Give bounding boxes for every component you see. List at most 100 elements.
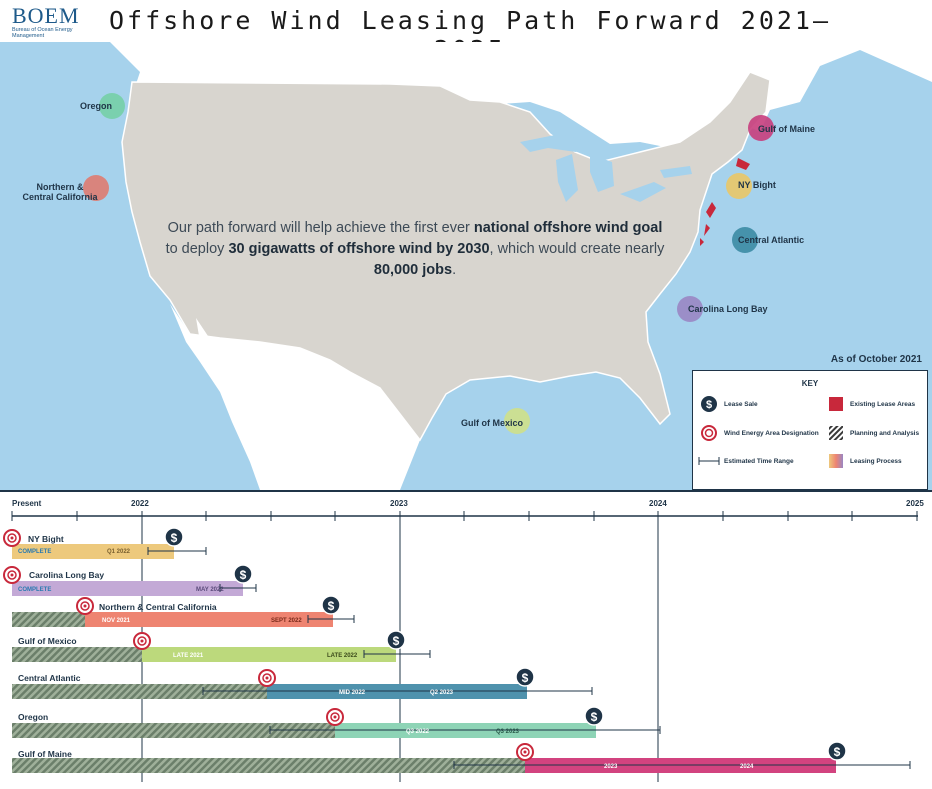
lease-sale-symbol: $: [393, 634, 400, 648]
region-label-gulf-of-maine: Gulf of Maine: [758, 124, 815, 134]
tl-row-name-gulf-mexico: Gulf of Mexico: [18, 636, 77, 646]
central-atlantic-label-1: MID 2022: [339, 690, 366, 696]
tl-row-name-oregon: Oregon: [18, 712, 49, 722]
map-key: KEY $ Lease Sale Existing Lease Areas Wi…: [692, 370, 928, 490]
oregon-label-1: Q3 2022: [406, 729, 430, 735]
california-label-1: NOV 2021: [102, 618, 131, 624]
mexico-land: [170, 304, 420, 490]
leasing-bar: [142, 647, 396, 662]
goal-text-3: to deploy: [165, 241, 229, 257]
goal-statement: Our path forward will help achieve the f…: [150, 218, 680, 281]
boem-logo: BOEM Bureau of Ocean Energy Management: [12, 3, 92, 40]
leasing-process-icon: [829, 454, 843, 468]
leasing-bar: [12, 544, 174, 559]
region-label-ny-bight: NY Bight: [738, 180, 776, 190]
tl-year-present: Present: [12, 499, 42, 508]
wea-designation-dot: [10, 573, 14, 577]
key-planning: Planning and Analysis: [850, 430, 920, 437]
wea-designation-icon: [701, 425, 717, 441]
region-label-central-atlantic: Central Atlantic: [738, 235, 805, 245]
wea-designation-inner: [330, 712, 340, 722]
goal-text-2: national offshore wind goal: [473, 220, 663, 236]
tl-row-name-central-atlantic: Central Atlantic: [18, 673, 81, 683]
goal-text-1: Our path forward will help achieve the f…: [167, 220, 474, 236]
baja-peninsula: [196, 318, 242, 424]
key-leasing-process: Leasing Process: [850, 458, 902, 465]
wea-designation-dot: [523, 750, 527, 754]
gulf-mexico-label-1: LATE 2021: [173, 653, 204, 659]
wea-designation-inner: [520, 747, 530, 757]
logo-mark: BOEM: [12, 3, 80, 28]
carolina-label-2: MAY 2022: [196, 587, 224, 593]
goal-text-7: .: [452, 262, 457, 278]
tl-year-2025: 2025: [906, 499, 924, 508]
wea-designation-inner: [137, 636, 147, 646]
wea-designation-inner: [7, 533, 17, 543]
key-lease-sale: Lease Sale: [724, 401, 758, 408]
lease-sale-icon: [386, 630, 406, 650]
tl-row-name-ny-bight: NY Bight: [28, 534, 64, 544]
region-label-gulf-of-mexico: Gulf of Mexico: [461, 418, 524, 428]
key-symbols: $: [698, 396, 843, 468]
lease-areas: [700, 158, 750, 246]
lease-sale-symbol: $: [328, 599, 335, 613]
goal-text-4: 30 gigawatts of offshore wind by 2030: [228, 241, 490, 257]
key-wea: Wind Energy Area Designation: [724, 430, 819, 437]
key-title: KEY: [801, 379, 819, 388]
existing-lease-icon: [829, 397, 843, 411]
planning-bar: [12, 647, 142, 662]
wea-designation-inner: [80, 601, 90, 611]
as-of-date: As of October 2021: [830, 354, 922, 365]
wea-designation-dot: [140, 639, 144, 643]
gulf-maine-label-2: 2024: [740, 764, 754, 770]
lease-sale-symbol: $: [834, 745, 841, 759]
timeline-graphic: $ $ $ $ $ $ $: [3, 511, 918, 782]
goal-text-6: 80,000 jobs: [373, 262, 453, 278]
tl-year-2024: 2024: [649, 499, 667, 508]
lease-sale-icon: [701, 396, 717, 412]
wea-designation-dot: [83, 604, 87, 608]
gulf-mexico-label-2: LATE 2022: [327, 653, 358, 659]
wea-designation-dot: [10, 536, 14, 540]
us-map: Oregon Northern & Central California Gul…: [0, 42, 932, 490]
lease-sale-icon: [321, 595, 341, 615]
tl-row-name-gulf-maine: Gulf of Maine: [18, 749, 72, 759]
lease-sale-symbol: $: [240, 568, 247, 582]
wea-designation-dot: [333, 715, 337, 719]
tl-year-2023: 2023: [390, 499, 408, 508]
ny-bight-label-1: COMPLETE: [18, 549, 52, 555]
lease-sale-icon: [584, 706, 604, 726]
lease-sale-icon: [827, 741, 847, 761]
planning-icon: [829, 426, 843, 440]
timeline: $ $ $ $ $ $ $ Present 2022 2023 2024 2025 NY B…: [0, 490, 932, 789]
california-label-2: SEPT 2022: [271, 618, 302, 624]
tl-year-2022: 2022: [131, 499, 149, 508]
gulf-maine-label-1: 2023: [604, 764, 618, 770]
lease-sale-symbol: $: [522, 671, 529, 685]
ny-bight-label-2: Q1 2022: [107, 549, 131, 555]
svg-text:$: $: [706, 399, 712, 411]
planning-bar: [12, 758, 525, 773]
header: BOEM Bureau of Ocean Energy Management O…: [0, 0, 932, 64]
goal-text-5: , which would create nearly: [489, 241, 665, 257]
tl-row-name-carolina: Carolina Long Bay: [29, 570, 105, 580]
lease-sale-symbol: $: [591, 710, 598, 724]
central-atlantic-label-2: Q2 2023: [430, 690, 454, 696]
lease-sale-symbol: $: [171, 531, 178, 545]
planning-bar: [12, 723, 335, 738]
map-shapes: [0, 42, 932, 490]
wea-designation-inner: [7, 570, 17, 580]
leasing-bar: [85, 612, 333, 627]
region-label-california: Northern & Central California: [22, 182, 98, 202]
leasing-bar: [12, 581, 243, 596]
time-range-icon: [698, 457, 720, 465]
wea-designation-dot: [265, 676, 269, 680]
key-time-range: Estimated Time Range: [724, 458, 794, 465]
key-existing-lease: Existing Lease Areas: [850, 401, 916, 408]
logo-subtitle: Bureau of Ocean Energy Management: [12, 27, 73, 39]
lease-sale-icon: [515, 667, 535, 687]
tl-row-name-california: Northern & Central California: [99, 602, 217, 612]
lease-sale-icon: [233, 564, 253, 584]
planning-bar: [12, 612, 85, 627]
great-lakes: [520, 134, 692, 202]
